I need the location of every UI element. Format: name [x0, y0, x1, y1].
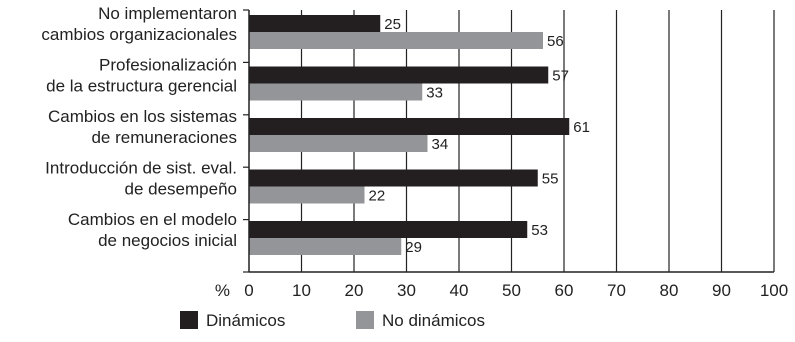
bar-no-dinamicos-0 — [249, 32, 543, 49]
data-label-1-0: 56 — [547, 33, 564, 50]
data-label-1-4: 29 — [405, 239, 422, 256]
category-label-0-line-0: No implementaron — [98, 4, 237, 23]
legend-swatch-1 — [356, 311, 374, 329]
category-label-1-line-1: de la estructura gerencial — [46, 77, 237, 96]
legend-label-1: No dinámicos — [382, 311, 485, 330]
legend-label-0: Dinámicos — [206, 311, 285, 330]
gridlines — [243, 9, 775, 273]
x-tick-label-80: 80 — [660, 281, 679, 300]
x-axis-ticks: 0 10 20 30 40 50 60 70 80 90 100 — [244, 281, 788, 300]
bar-dinamicos-2 — [249, 118, 570, 135]
category-label-2-line-0: Cambios en los sistemas — [48, 107, 237, 126]
data-label-0-1: 57 — [552, 68, 569, 85]
x-tick-label-0: 0 — [244, 281, 253, 300]
category-label-4-line-1: de negocios inicial — [98, 231, 237, 250]
bar-no-dinamicos-4 — [249, 238, 402, 255]
category-labels: No implementaron cambios organizacionales… — [41, 4, 237, 250]
data-label-0-2: 61 — [573, 119, 590, 136]
data-label-0-3: 55 — [542, 171, 559, 188]
category-label-3-line-0: Introducción de sist. eval. — [45, 159, 237, 178]
x-tick-label-70: 70 — [607, 281, 626, 300]
bars — [249, 15, 570, 255]
category-label-0-line-1: cambios organizacionales — [41, 25, 237, 44]
category-label-3-line-1: de desempeño — [125, 180, 237, 199]
x-tick-label-10: 10 — [292, 281, 311, 300]
x-axis-unit-label: % — [215, 281, 230, 300]
data-label-1-1: 33 — [426, 85, 443, 102]
bar-no-dinamicos-1 — [249, 83, 423, 101]
x-tick-label-60: 60 — [555, 281, 574, 300]
bar-no-dinamicos-2 — [249, 135, 428, 152]
category-label-1-line-0: Profesionalización — [99, 56, 237, 75]
x-tick-label-40: 40 — [450, 281, 469, 300]
bar-dinamicos-0 — [249, 15, 381, 32]
bar-no-dinamicos-3 — [249, 186, 365, 204]
legend-swatch-0 — [180, 311, 198, 329]
legend: Dinámicos No dinámicos — [180, 311, 485, 330]
data-label-1-3: 22 — [369, 188, 386, 205]
bar-dinamicos-1 — [249, 66, 549, 84]
axes: % — [215, 10, 774, 300]
bar-dinamicos-4 — [249, 221, 528, 238]
bar-dinamicos-3 — [249, 169, 538, 187]
x-tick-label-100: 100 — [760, 281, 788, 300]
category-label-2-line-1: de remuneraciones — [91, 128, 237, 147]
data-label-1-2: 34 — [432, 136, 449, 153]
x-tick-label-50: 50 — [502, 281, 521, 300]
x-tick-label-30: 30 — [397, 281, 416, 300]
x-tick-label-20: 20 — [345, 281, 364, 300]
data-labels: 25 56 57 33 61 34 55 22 53 29 — [369, 16, 590, 256]
data-label-0-0: 25 — [384, 16, 401, 33]
x-tick-label-90: 90 — [712, 281, 731, 300]
data-label-0-4: 53 — [531, 222, 548, 239]
category-label-4-line-0: Cambios en el modelo — [68, 210, 237, 229]
